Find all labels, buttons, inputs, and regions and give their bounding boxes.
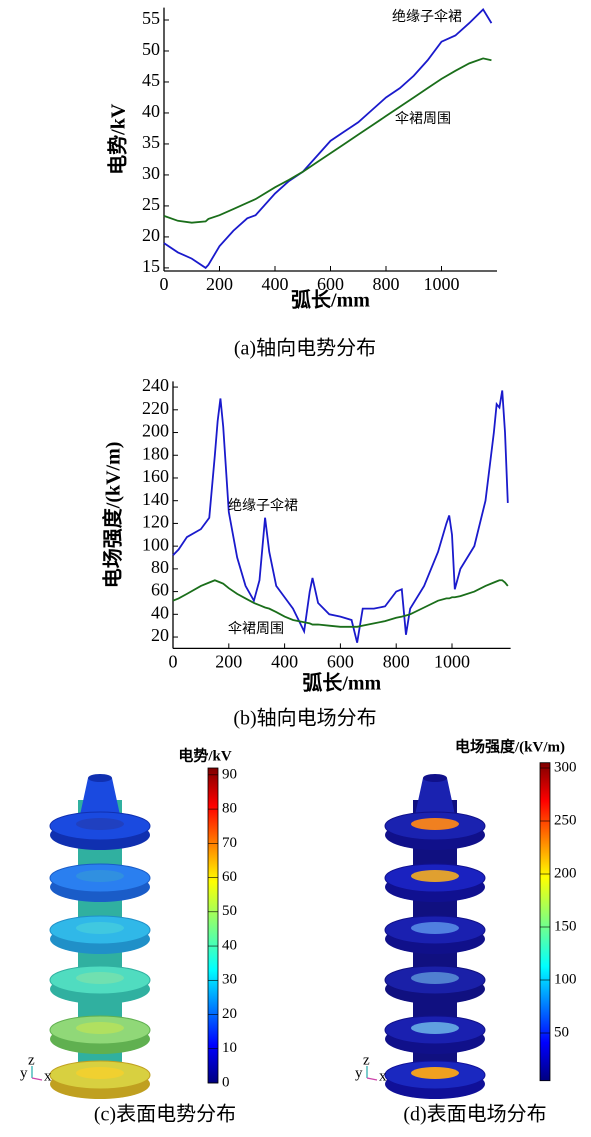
y-tick-label: 50: [142, 39, 160, 59]
insulator: [50, 774, 150, 1099]
cap-top: [88, 774, 112, 782]
triad-axis: [32, 1078, 42, 1080]
cap-top: [423, 774, 447, 782]
shed-ring: [76, 1022, 124, 1034]
colorbar-tick-label: 50: [222, 903, 237, 919]
y-tick-label: 180: [142, 443, 169, 463]
y-tick-label: 60: [151, 580, 169, 600]
triad-label: y: [20, 1065, 28, 1081]
y-tick-label: 30: [142, 163, 160, 183]
caption: (c)表面电势分布: [94, 1103, 236, 1126]
x-axis-label: 弧长/mm: [302, 671, 381, 695]
y-tick-label: 40: [151, 602, 169, 622]
x-tick-label: 600: [327, 652, 354, 672]
colorbar-tick-label: 40: [222, 937, 237, 953]
x-axis-label: 弧长/mm: [291, 288, 370, 312]
line: [173, 580, 508, 627]
triad-label: z: [363, 1052, 370, 1068]
series-label: 绝缘子伞裙: [228, 497, 298, 514]
y-axis-label: 电势/kV: [107, 103, 130, 175]
caption: (a)轴向电势分布: [234, 337, 376, 360]
insulator: [385, 774, 485, 1099]
y-tick-label: 240: [142, 375, 169, 395]
shed-ring: [411, 922, 459, 934]
caption: (b)轴向电场分布: [233, 707, 376, 730]
y-tick-label: 20: [151, 625, 169, 645]
triad-axis: [367, 1078, 377, 1080]
colorbar-tick-label: 90: [222, 766, 237, 782]
x-tick-label: 800: [373, 274, 400, 294]
x-tick-label: 0: [169, 652, 178, 672]
caption: (d)表面电场分布: [403, 1103, 546, 1126]
colorbar-tick-label: 250: [554, 812, 577, 828]
line: [164, 58, 491, 222]
shed-ring: [411, 972, 459, 984]
y-tick-label: 35: [142, 132, 160, 152]
x-tick-label: 800: [383, 652, 410, 672]
x-tick-label: 200: [215, 652, 242, 672]
series-label: 绝缘子伞裙: [392, 8, 462, 25]
x-tick-label: 400: [271, 652, 298, 672]
y-tick-label: 45: [142, 70, 160, 90]
shed-ring: [411, 870, 459, 882]
colorbar: [208, 768, 218, 1083]
colorbar-tick-label: 100: [554, 971, 577, 987]
shed-ring: [411, 1067, 459, 1079]
triad-label: y: [355, 1065, 363, 1081]
y-tick-label: 40: [142, 101, 160, 121]
y-tick-label: 100: [142, 534, 169, 554]
cap: [415, 778, 455, 815]
colorbar-tick-label: 150: [554, 918, 577, 934]
shed-ring: [76, 1067, 124, 1079]
x-tick-label: 1000: [434, 652, 470, 672]
shed-ring: [411, 818, 459, 830]
colorbar-tick-label: 10: [222, 1040, 237, 1056]
triad-label: x: [379, 1068, 387, 1084]
colorbar-tick-label: 200: [554, 865, 577, 881]
colorbar-tick-label: 60: [222, 869, 237, 885]
x-tick-label: 400: [262, 274, 289, 294]
colorbar-title: 电势/kV: [178, 746, 232, 764]
series-label: 伞裙周围: [395, 110, 451, 127]
shed-ring: [76, 870, 124, 882]
colorbar-tick-label: 300: [554, 759, 577, 775]
cap: [80, 778, 120, 815]
series-label: 伞裙周围: [228, 620, 284, 637]
x-tick-label: 0: [160, 274, 169, 294]
y-tick-label: 140: [142, 489, 169, 509]
shed-ring: [76, 922, 124, 934]
colorbar-tick-label: 20: [222, 1006, 237, 1022]
line: [173, 390, 508, 642]
y-tick-label: 120: [142, 512, 169, 532]
y-tick-label: 80: [151, 557, 169, 577]
shed-ring: [76, 818, 124, 830]
triad-label: z: [28, 1052, 35, 1068]
colorbar-tick-label: 30: [222, 972, 237, 988]
y-tick-label: 15: [142, 256, 160, 276]
y-tick-label: 20: [142, 225, 160, 245]
y-tick-label: 220: [142, 398, 169, 418]
figure: 15202530354045505502004006008001000电势/kV…: [0, 0, 591, 1132]
x-tick-label: 200: [206, 274, 233, 294]
colorbar-tick-label: 70: [222, 835, 237, 851]
colorbar-title: 电场强度/(kV/m): [455, 737, 565, 755]
colorbar-tick-label: 50: [554, 1024, 569, 1040]
colorbar-tick-label: 80: [222, 801, 237, 817]
line: [164, 9, 491, 267]
y-tick-label: 160: [142, 466, 169, 486]
y-tick-label: 200: [142, 421, 169, 441]
shed-ring: [411, 1022, 459, 1034]
colorbar-tick-label: 0: [222, 1074, 230, 1090]
shed-ring: [76, 972, 124, 984]
triad-label: x: [44, 1068, 52, 1084]
y-tick-label: 25: [142, 194, 160, 214]
y-axis-label: 电场强度/(kV/m): [101, 442, 125, 589]
x-tick-label: 1000: [424, 274, 460, 294]
y-tick-label: 55: [142, 8, 160, 28]
